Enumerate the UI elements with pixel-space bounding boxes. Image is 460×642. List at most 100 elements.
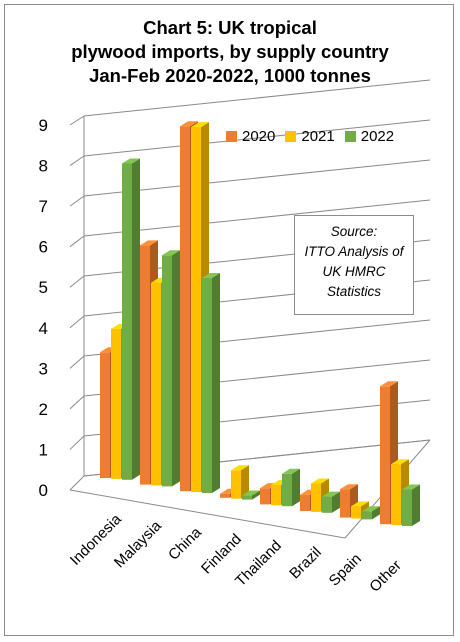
x-tick-label: Spain	[326, 550, 365, 589]
gridline	[83, 119, 431, 157]
bar-top	[391, 459, 409, 465]
bar-front	[202, 278, 212, 493]
bar-front	[282, 473, 292, 507]
legend-item-2021: 2021	[285, 128, 335, 145]
bar-top	[140, 240, 158, 246]
legend-item-2022: 2022	[344, 128, 395, 145]
legend-item-2020: 2020	[226, 128, 275, 145]
x-tick-label: China	[165, 524, 205, 564]
bar-side	[372, 506, 380, 520]
bar-top	[122, 158, 140, 164]
source-note-line-4: Statistics	[326, 284, 381, 299]
bar-front	[271, 485, 281, 506]
y-tick-label: 8	[39, 157, 48, 176]
bar-top	[311, 478, 329, 484]
y-tick-label: 9	[39, 116, 48, 135]
gridline-side	[69, 395, 85, 410]
bar-front	[340, 489, 350, 518]
bar-front	[322, 496, 332, 513]
bar-front	[351, 506, 361, 519]
gridline	[83, 199, 431, 237]
gridline	[83, 79, 431, 117]
legend-label-2021: 2021	[301, 128, 335, 145]
legend-label-2020: 2020	[242, 128, 276, 145]
bar-side	[412, 484, 420, 526]
bar-top	[402, 484, 420, 490]
bar-top	[351, 501, 369, 507]
bar-top	[191, 122, 209, 128]
bar-front	[402, 489, 412, 526]
bar-front	[122, 163, 132, 480]
gridline-side	[69, 235, 85, 248]
source-note-line-3: UK HMRC	[322, 264, 386, 279]
y-tick-label: 4	[39, 319, 48, 338]
gridline-side	[69, 435, 85, 450]
bar-top	[322, 491, 340, 497]
y-tick-label: 3	[39, 359, 48, 378]
y-tick-label: 0	[39, 481, 48, 500]
bar-top	[380, 381, 398, 387]
chart-title-line-2: plywood imports, by supply country	[71, 41, 389, 62]
bar-side	[132, 158, 140, 480]
bar-side	[292, 468, 300, 507]
bar-front	[242, 495, 252, 500]
x-tick-label: Finland	[198, 531, 245, 578]
bar-top	[242, 490, 260, 496]
bar-front	[311, 483, 321, 512]
gridline-side	[69, 155, 85, 166]
bar-front	[191, 127, 201, 493]
source-note-line-2: ITTO Analysis of	[304, 244, 404, 259]
y-tick-label: 5	[39, 278, 48, 297]
bar-side	[332, 491, 340, 513]
bar-front	[162, 255, 172, 487]
legend-swatch-2022	[344, 131, 356, 142]
legend-label-2022: 2022	[360, 128, 395, 145]
source-note-line-1: Source:	[330, 224, 378, 239]
bar-front	[391, 464, 401, 526]
floor-front-edge	[69, 489, 346, 539]
bar-front	[380, 386, 390, 525]
gridline-side	[69, 195, 85, 207]
bar-front	[180, 126, 190, 492]
bar-front	[100, 352, 110, 478]
bar-front	[151, 282, 161, 486]
bar-side	[212, 273, 220, 493]
x-tick-label: Other	[366, 557, 405, 596]
bar-top	[180, 121, 198, 127]
bar-side	[252, 490, 260, 500]
gridline	[83, 159, 431, 197]
bar-top	[162, 250, 180, 256]
bar-top	[340, 484, 358, 490]
chart-title-line-3: Jan-Feb 2020-2022, 1000 tonnes	[89, 65, 371, 86]
gridline-side	[69, 315, 85, 329]
gridline-side	[69, 275, 85, 288]
bar-front	[260, 488, 270, 505]
bar-front	[362, 511, 372, 520]
legend-swatch-2021	[285, 131, 297, 142]
y-tick-label: 6	[39, 238, 48, 257]
bar-top	[282, 468, 300, 474]
gridline-side	[69, 475, 85, 491]
bar-top	[231, 465, 249, 471]
bar-front	[300, 494, 310, 511]
legend-swatch-2020	[226, 131, 237, 142]
bar-top	[362, 506, 380, 512]
bar-front	[231, 470, 241, 499]
source-note: Source: ITTO Analysis of UK HMRC Statist…	[294, 215, 414, 315]
y-tick-label: 1	[39, 440, 48, 459]
gridline-side	[69, 355, 85, 369]
y-tick-label: 7	[39, 197, 48, 216]
x-tick-label: Brazil	[286, 544, 325, 583]
chart-title-line-1: Chart 5: UK tropical	[143, 17, 317, 38]
bar-side	[241, 465, 249, 499]
chart-title: Chart 5: UK tropical plywood imports, by…	[60, 16, 400, 88]
chart-legend: 2020 2021 2022	[226, 128, 394, 145]
bar-front	[140, 245, 150, 485]
bar-front	[111, 328, 121, 479]
bar-side	[172, 250, 180, 487]
gridline-side	[69, 115, 85, 126]
y-tick-label: 2	[39, 400, 48, 419]
bar-top	[202, 273, 220, 279]
bar-front	[220, 493, 230, 498]
